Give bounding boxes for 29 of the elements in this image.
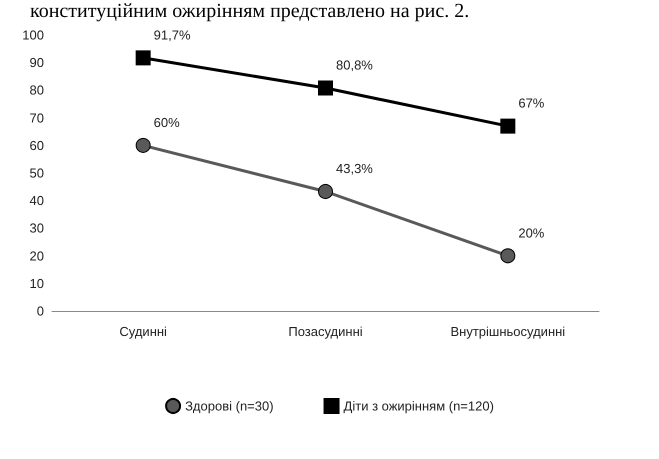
y-tick-label: 50	[30, 166, 44, 180]
y-tick-label: 20	[30, 248, 44, 264]
y-tick-label: 10	[30, 276, 44, 291]
y-tick-label: 40	[30, 193, 44, 208]
text: конституційним ожирінням представлено на рис. 2.	[30, 0, 470, 23]
data-label: 67%	[518, 96, 545, 111]
data-label: 43,3%	[336, 160, 374, 176]
legend-label: Діти з ожирінням (n=120)	[344, 398, 494, 414]
data-label: 20%	[518, 225, 545, 240]
y-tick-label: 80	[30, 82, 44, 98]
point	[318, 184, 333, 199]
data-label: 91,7%	[154, 27, 191, 42]
point	[318, 80, 333, 96]
data-label: 80,8%	[336, 57, 374, 72]
y-tick-label: 70	[30, 110, 44, 126]
x-tick-label: Судинні	[119, 324, 168, 339]
y-tick-label: 30	[30, 220, 44, 236]
x-tick-label: Внутрішньосудинні	[450, 324, 566, 339]
point	[136, 50, 151, 66]
point	[500, 248, 516, 264]
point	[136, 138, 151, 153]
y-tick-label: 60	[30, 138, 44, 153]
y-tick-label: 90	[30, 55, 44, 70]
y-tick-label: 100	[22, 28, 44, 42]
y-tick-label: 0	[36, 304, 44, 318]
legend-label: Здорові (n=30)	[185, 398, 274, 414]
x-tick-label: Позасудинні	[288, 324, 363, 339]
point	[500, 118, 516, 134]
data-label: 60%	[154, 114, 180, 130]
